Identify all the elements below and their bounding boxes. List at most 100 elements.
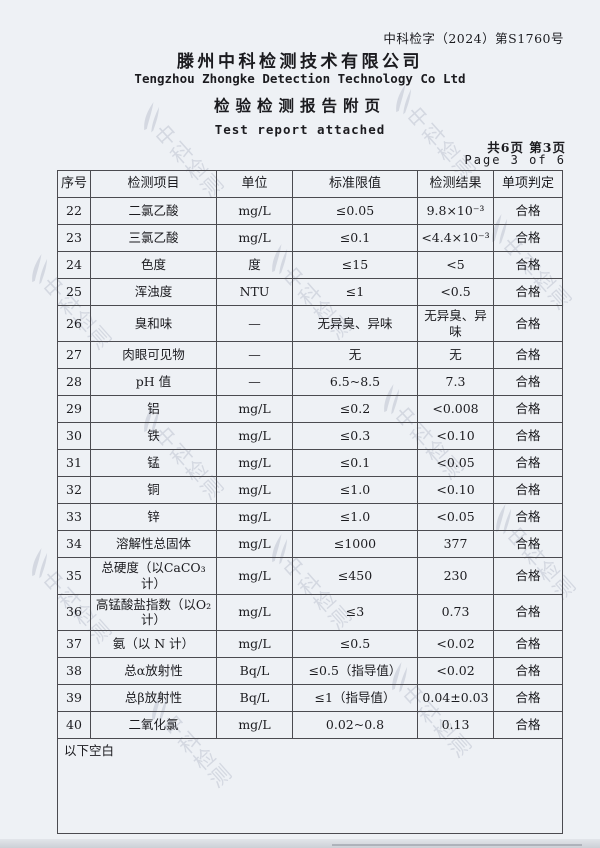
table-cell: 0.02~0.8 [292, 710, 418, 739]
table-cell: ≤1.0 [292, 476, 418, 505]
table-row: 35 总硬度（以CaCO₃计） mg/L ≤450 230 合格 [57, 557, 563, 595]
table-cell: mg/L [216, 557, 293, 595]
table-cell: 33 [57, 503, 91, 532]
table-cell: 铜 [90, 476, 217, 505]
table-cell: ≤3 [292, 593, 418, 631]
table-cell: — [216, 304, 293, 343]
table-row: 25 浑浊度 NTU ≤1 <0.5 合格 [57, 278, 563, 306]
table-body: 22 二氯乙酸 mg/L ≤0.05 9.8×10⁻³ 合格 23 三氯乙酸 mg/L ≤0.1 <… [57, 197, 563, 834]
table-cell: ≤0.1 [292, 224, 418, 252]
table-cell: 34 [57, 530, 91, 559]
table-row: 33 锌 mg/L ≤1.0 <0.05 合格 [57, 503, 563, 532]
column-header-0: 序号 [57, 170, 91, 198]
table-cell: 锰 [90, 449, 217, 478]
table-cell: ≤450 [292, 557, 418, 595]
table-cell: ≤1000 [292, 530, 418, 559]
table-cell: ≤0.3 [292, 422, 418, 451]
table-cell: ≤1.0 [292, 503, 418, 532]
table-cell: 总硬度（以CaCO₃计） [90, 557, 217, 595]
table-cell: <4.4×10⁻³ [417, 224, 494, 252]
column-header-1: 检测项目 [90, 170, 217, 198]
table-cell: mg/L [216, 593, 293, 631]
table-cell: 合格 [493, 710, 563, 739]
table-cell: 合格 [493, 503, 563, 532]
table-cell: 合格 [493, 683, 563, 712]
table-row: 32 铜 mg/L ≤1.0 <0.10 合格 [57, 476, 563, 505]
table-cell: mg/L [216, 710, 293, 739]
table-cell: 40 [57, 710, 91, 739]
table-cell: 臭和味 [90, 304, 217, 343]
page-count-cn: 共6页 第3页 [487, 140, 566, 155]
scan-bottom-shadow-line [332, 844, 582, 846]
table-cell: 合格 [493, 593, 563, 631]
table-cell: 合格 [493, 197, 563, 225]
table-cell: 24 [57, 251, 91, 279]
table-cell: NTU [216, 278, 293, 306]
page-subtitle: Test report attached [214, 122, 386, 137]
table-cell: ≤0.1 [292, 449, 418, 478]
table-cell: 377 [417, 530, 494, 559]
table-cell: <0.5 [417, 278, 494, 306]
zhongke-logo-icon [32, 548, 48, 579]
table-cell: mg/L [216, 224, 293, 252]
column-header-5: 单项判定 [493, 170, 563, 198]
table-cell: 合格 [493, 368, 563, 397]
table-cell: 合格 [493, 629, 563, 658]
table-cell: 二氧化氯 [90, 710, 217, 739]
table-cell: 高锰酸盐指数（以O₂计） [90, 593, 217, 631]
column-header-2: 单位 [216, 170, 293, 198]
table-cell: mg/L [216, 503, 293, 532]
table-cell: <0.10 [417, 476, 494, 505]
table-row: 30 铁 mg/L ≤0.3 <0.10 合格 [57, 422, 563, 451]
table-cell: 度 [216, 251, 293, 279]
table-cell: 31 [57, 449, 91, 478]
page-count-en: Page 3 of 6 [464, 153, 566, 167]
table-cell: 合格 [493, 278, 563, 306]
table-cell: <0.02 [417, 629, 494, 658]
table-cell: 36 [57, 593, 91, 631]
table-row: 26 臭和味 — 无异臭、异味 无异臭、异味 合格 [57, 304, 563, 343]
table-cell: 29 [57, 395, 91, 424]
table-cell: 合格 [493, 476, 563, 505]
page-title: 检验检测报告附页 [213, 96, 386, 115]
table-cell: ≤0.5 [292, 629, 418, 658]
table-row: 31 锰 mg/L ≤0.1 <0.05 合格 [57, 449, 563, 478]
table-cell: 28 [57, 368, 91, 397]
table-cell: 铝 [90, 395, 217, 424]
table-row: 28 pH 值 —6.5~8.5 7.3 合格 [57, 368, 563, 397]
company-name-en: Tengzhou Zhongke Detection Technology Co… [134, 71, 466, 86]
table-cell: 合格 [493, 449, 563, 478]
table-cell: mg/L [216, 422, 293, 451]
table-cell: 25 [57, 278, 91, 306]
table-cell: 合格 [493, 304, 563, 343]
table-cell: ≤15 [292, 251, 418, 279]
table-cell: 合格 [493, 530, 563, 559]
table-cell: ≤0.5（指导值） [292, 656, 418, 685]
scan-bottom-edge [0, 839, 600, 848]
table-cell: Bq/L [216, 683, 293, 712]
table-cell: 三氯乙酸 [90, 224, 217, 252]
table-cell: mg/L [216, 395, 293, 424]
table-cell: 总β放射性 [90, 683, 217, 712]
table-cell: 合格 [493, 395, 563, 424]
table-row: 36 高锰酸盐指数（以O₂计） mg/L ≤3 0.73 合格 [57, 593, 563, 631]
table-cell: 38 [57, 656, 91, 685]
table-cell: 二氯乙酸 [90, 197, 217, 225]
report-number: 中科检字（2024）第S1760号 [383, 31, 564, 46]
table-row: 22 二氯乙酸 mg/L ≤0.05 9.8×10⁻³ 合格 [57, 197, 563, 225]
table-cell: 锌 [90, 503, 217, 532]
table-cell: Bq/L [216, 656, 293, 685]
table-cell: 22 [57, 197, 91, 225]
table-head: 序号 检测项目 单位 标准限值 检测结果 单项判定 [57, 170, 563, 198]
table-cell: ≤0.2 [292, 395, 418, 424]
table-cell: ≤1（指导值） [292, 683, 418, 712]
company-name-cn: 滕州中科检测技术有限公司 [177, 52, 423, 72]
table-cell: 合格 [493, 251, 563, 279]
table-cell: 无 [417, 341, 494, 370]
table-cell: <0.05 [417, 449, 494, 478]
table-cell: 6.5~8.5 [292, 368, 418, 397]
table-row: 23 三氯乙酸 mg/L ≤0.1 <4.4×10⁻³ 合格 [57, 224, 563, 252]
table-cell: 合格 [493, 422, 563, 451]
table-cell: 32 [57, 476, 91, 505]
table-cell: 39 [57, 683, 91, 712]
